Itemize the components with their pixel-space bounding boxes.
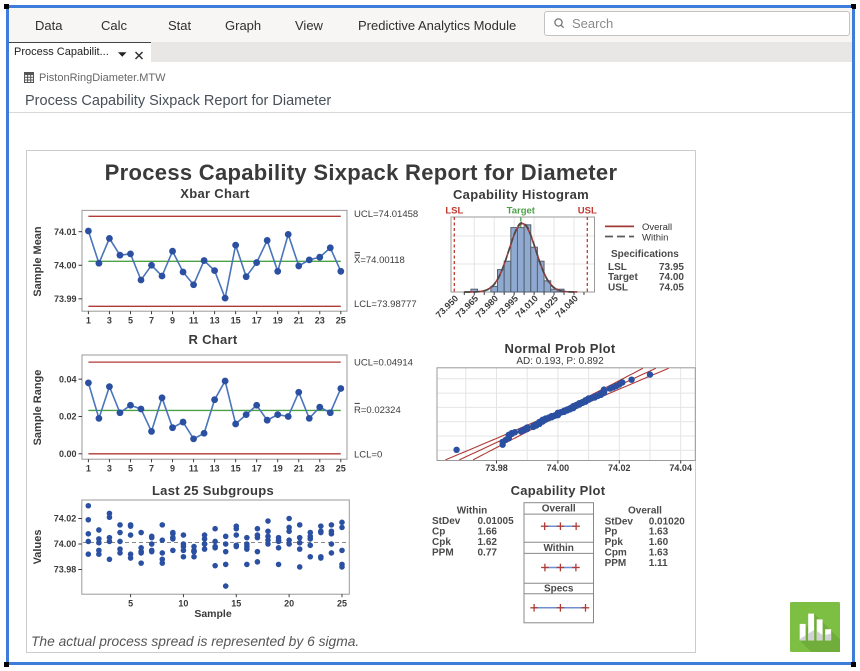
svg-text:Cpk: Cpk: [432, 537, 451, 548]
svg-text:1.63: 1.63: [649, 527, 669, 538]
svg-text:74.00: 74.00: [54, 261, 77, 271]
svg-text:74.05: 74.05: [659, 283, 684, 294]
svg-text:11: 11: [189, 463, 199, 473]
svg-text:Specifications: Specifications: [611, 249, 679, 260]
svg-text:5: 5: [128, 316, 133, 326]
svg-text:13: 13: [210, 463, 220, 473]
svg-text:Target: Target: [507, 206, 536, 217]
svg-text:74.04: 74.04: [669, 463, 692, 473]
svg-text:R=0.02324: R=0.02324: [354, 405, 401, 416]
svg-text:LCL=0: LCL=0: [354, 450, 382, 461]
svg-text:Within: Within: [543, 543, 573, 554]
svg-text:Sample Range: Sample Range: [32, 370, 44, 446]
svg-text:3: 3: [107, 316, 112, 326]
svg-text:7: 7: [149, 316, 154, 326]
svg-text:0.02: 0.02: [59, 412, 77, 422]
svg-text:1.11: 1.11: [649, 558, 668, 569]
svg-text:Within: Within: [457, 505, 487, 516]
svg-text:PPM: PPM: [605, 558, 627, 569]
svg-text:23: 23: [315, 463, 325, 473]
svg-text:USL: USL: [578, 206, 597, 217]
svg-text:Within: Within: [642, 233, 668, 244]
svg-text:25: 25: [336, 316, 346, 326]
svg-text:1.60: 1.60: [649, 537, 669, 548]
svg-text:17: 17: [252, 463, 262, 473]
svg-text:The actual process spread is r: The actual process spread is represented…: [31, 634, 359, 649]
svg-text:R Chart: R Chart: [188, 332, 237, 347]
svg-text:StDev: StDev: [605, 516, 634, 527]
svg-text:15: 15: [231, 463, 241, 473]
svg-text:1.63: 1.63: [649, 548, 669, 559]
svg-text:Sample: Sample: [194, 608, 232, 620]
svg-text:74.00: 74.00: [547, 463, 570, 473]
svg-text:1: 1: [86, 316, 91, 326]
svg-text:21: 21: [294, 463, 304, 473]
svg-text:Ppk: Ppk: [605, 537, 624, 548]
svg-text:15: 15: [231, 598, 241, 608]
svg-text:73.99: 73.99: [54, 294, 77, 304]
svg-text:0.00: 0.00: [59, 449, 77, 459]
svg-text:9: 9: [170, 316, 175, 326]
svg-text:Capability Plot: Capability Plot: [511, 483, 606, 498]
svg-text:74.02: 74.02: [608, 463, 631, 473]
svg-text:74.00: 74.00: [54, 539, 77, 549]
svg-text:Target: Target: [608, 272, 638, 283]
svg-text:Sample Mean: Sample Mean: [32, 226, 44, 297]
svg-text:5: 5: [128, 598, 133, 608]
svg-text:25: 25: [337, 598, 347, 608]
svg-text:Values: Values: [32, 530, 44, 565]
svg-text:0.01005: 0.01005: [478, 516, 515, 527]
svg-text:1: 1: [86, 463, 91, 473]
svg-text:0.04: 0.04: [59, 374, 77, 384]
svg-text:USL: USL: [608, 283, 628, 294]
svg-text:Last 25 Subgroups: Last 25 Subgroups: [152, 483, 274, 498]
svg-text:1.62: 1.62: [478, 537, 498, 548]
svg-text:UCL=74.01458: UCL=74.01458: [354, 209, 418, 220]
svg-text:25: 25: [336, 463, 346, 473]
svg-text:15: 15: [231, 316, 241, 326]
svg-text:Overall: Overall: [642, 222, 672, 233]
svg-text:StDev: StDev: [432, 516, 461, 527]
svg-text:21: 21: [294, 316, 304, 326]
svg-text:Process Capability Sixpack Rep: Process Capability Sixpack Report for Di…: [105, 160, 618, 185]
svg-text:Cpm: Cpm: [605, 548, 627, 559]
svg-text:1.66: 1.66: [478, 526, 498, 537]
svg-text:74.02: 74.02: [54, 514, 77, 524]
svg-text:5: 5: [128, 463, 133, 473]
svg-text:74.00: 74.00: [659, 272, 684, 283]
svg-text:Specs: Specs: [544, 584, 574, 595]
svg-text:74.01: 74.01: [54, 227, 77, 237]
svg-text:UCL=0.04914: UCL=0.04914: [354, 358, 413, 369]
svg-text:X=74.00118: X=74.00118: [354, 255, 405, 266]
svg-text:Capability Histogram: Capability Histogram: [453, 187, 589, 202]
svg-text:Xbar Chart: Xbar Chart: [180, 186, 250, 201]
svg-text:Overall: Overall: [628, 505, 662, 516]
svg-text:73.98: 73.98: [485, 463, 508, 473]
svg-text:PPM: PPM: [432, 547, 454, 558]
svg-text:7: 7: [149, 463, 154, 473]
svg-text:Overall: Overall: [542, 504, 576, 515]
svg-text:17: 17: [252, 316, 262, 326]
svg-text:Pp: Pp: [605, 527, 618, 538]
svg-text:AD: 0.193, P: 0.892: AD: 0.193, P: 0.892: [516, 356, 604, 367]
svg-text:LCL=73.98777: LCL=73.98777: [354, 299, 417, 310]
svg-text:13: 13: [210, 316, 220, 326]
svg-text:73.98: 73.98: [54, 565, 77, 575]
svg-text:0.01020: 0.01020: [649, 516, 686, 527]
svg-text:19: 19: [273, 316, 283, 326]
svg-text:9: 9: [170, 463, 175, 473]
svg-text:11: 11: [189, 316, 199, 326]
svg-text:Cp: Cp: [432, 526, 445, 537]
svg-text:LSL: LSL: [608, 262, 627, 273]
svg-text:20: 20: [284, 598, 294, 608]
svg-text:10: 10: [178, 598, 188, 608]
svg-text:Normal Prob Plot: Normal Prob Plot: [505, 341, 616, 356]
svg-text:3: 3: [107, 463, 112, 473]
svg-text:23: 23: [315, 316, 325, 326]
svg-text:73.95: 73.95: [659, 262, 684, 273]
svg-text:LSL: LSL: [445, 206, 463, 217]
svg-text:0.77: 0.77: [478, 547, 498, 558]
svg-text:19: 19: [273, 463, 283, 473]
